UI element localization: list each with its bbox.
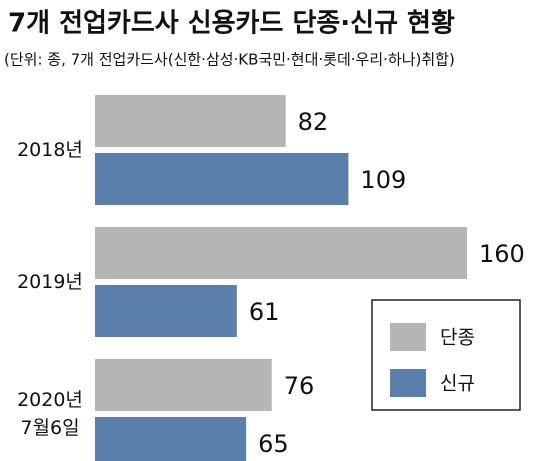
value-label: 82 [298,108,329,136]
legend-label: 신규 [440,373,475,395]
value-label: 61 [249,298,280,326]
bar [95,359,272,411]
bar [95,417,247,461]
category-label: 2018년 [17,139,83,161]
value-label: 76 [284,372,315,400]
value-label: 160 [479,240,525,268]
value-label: 65 [258,430,289,458]
value-label: 109 [360,166,406,194]
bar [95,153,349,205]
category-label: 2020년 7월6일 [17,389,83,439]
chart-subtitle: (단위: 종, 7개 전업카드사(신한·삼성·KB국민·현대·롯데·우리·하나)… [4,51,455,69]
chart-title: 7개 전업카드사 신용카드 단종·신규 현황 [8,9,455,39]
legend-swatch [390,323,426,351]
legend-swatch [390,369,426,397]
bar [95,95,286,147]
legend-label: 단종 [440,327,475,349]
bar [95,227,467,279]
category-label: 2019년 [17,271,83,293]
bar [95,285,237,337]
